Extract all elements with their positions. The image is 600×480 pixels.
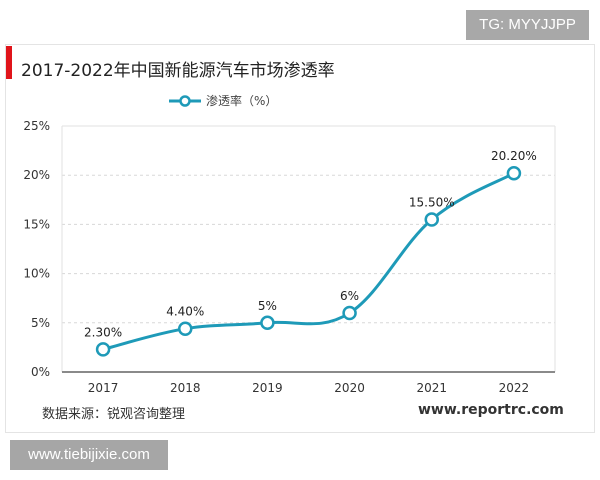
chart-legend: 渗透率（%）: [168, 92, 277, 109]
x-tick-label: 2022: [499, 381, 530, 395]
data-value-label: 5%: [258, 299, 277, 313]
gridlines: [62, 125, 555, 324]
y-axis-labels: 0% 5% 10% 15% 20% 25%: [23, 119, 50, 379]
data-point-marker: [424, 212, 439, 227]
x-tick-label: 2017: [88, 381, 119, 395]
y-tick-label: 25%: [23, 119, 50, 133]
y-tick-label: 0%: [31, 365, 50, 379]
legend-label: 渗透率（%）: [206, 94, 278, 108]
data-value-label: 6%: [340, 289, 359, 303]
tg-watermark: TG: MYYJJPP: [466, 10, 589, 40]
data-point-marker: [260, 315, 275, 331]
y-tick-label: 10%: [23, 267, 50, 281]
data-point-marker: [342, 305, 357, 321]
y-tick-label: 5%: [31, 316, 50, 330]
site-url: www.reportrc.com: [418, 402, 564, 418]
data-value-label: 15.50%: [409, 195, 455, 209]
data-value-label: 2.30%: [84, 325, 122, 339]
data-source: 数据来源：锐观咨询整理: [42, 407, 186, 422]
x-tick-label: 2018: [170, 381, 201, 395]
legend-line-marker-icon: [169, 94, 201, 107]
chart-card: [5, 44, 595, 433]
axes: [61, 125, 556, 373]
site-watermark: www.tiebijixie.com: [10, 440, 168, 470]
data-point-marker: [95, 342, 111, 357]
data-value-label: 4.40%: [166, 305, 204, 319]
chart-title: 2017-2022年中国新能源汽车市场渗透率: [21, 61, 335, 81]
y-tick-label: 15%: [23, 217, 50, 231]
data-point-marker: [506, 165, 522, 181]
data-value-label: 20.20%: [491, 149, 537, 163]
data-point-marker: [178, 321, 193, 336]
y-tick-label: 20%: [23, 168, 50, 182]
data-labels: 2.30% 4.40% 5% 6% 15.50% 20.20%: [84, 149, 537, 339]
x-tick-label: 2021: [416, 381, 447, 395]
data-markers: [95, 165, 522, 357]
x-tick-label: 2020: [334, 381, 365, 395]
x-axis-labels: 2017 2018 2019 2020 2021 2022: [88, 381, 529, 395]
title-accent-bar: [6, 46, 12, 79]
x-tick-label: 2019: [252, 381, 283, 395]
